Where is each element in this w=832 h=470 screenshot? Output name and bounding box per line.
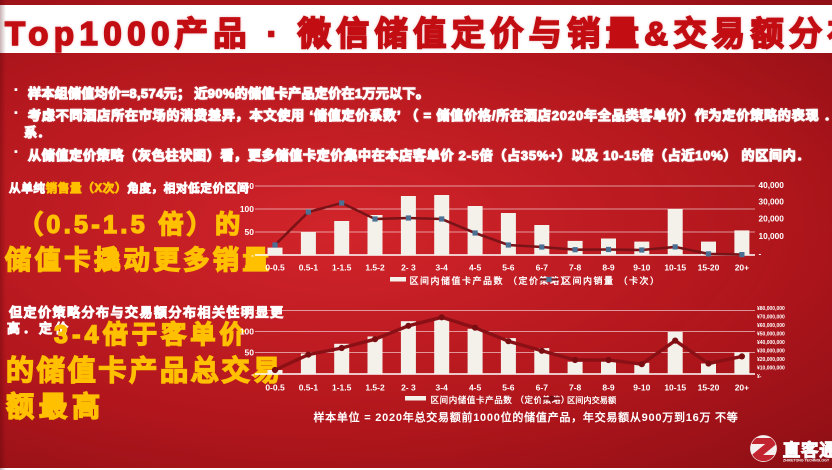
svg-text:ZHIKETONG TECHNOLOGY: ZHIKETONG TECHNOLOGY <box>783 459 830 463</box>
svg-text:10-15: 10-15 <box>664 383 686 393</box>
svg-text:2- 3: 2- 3 <box>401 383 416 393</box>
svg-text:50: 50 <box>245 227 255 237</box>
svg-text:¥20,000,000: ¥20,000,000 <box>757 357 785 363</box>
svg-text:3-4: 3-4 <box>436 263 449 273</box>
svg-text:¥40,000,000: ¥40,000,000 <box>757 340 785 346</box>
svg-text:1.5-2: 1.5-2 <box>365 263 385 273</box>
svg-text:7-8: 7-8 <box>569 383 582 393</box>
svg-text:5-6: 5-6 <box>502 383 515 393</box>
svg-text:150: 150 <box>240 181 254 191</box>
svg-text:样本单位 = 2020年总交易额前1000位的储值产品，年交: 样本单位 = 2020年总交易额前1000位的储值产品，年交易额从900万到16… <box>313 410 738 424</box>
svg-text:直客通: 直客通 <box>783 440 832 460</box>
svg-text:区间内交易额: 区间内交易额 <box>567 395 617 405</box>
svg-text:30,000: 30,000 <box>759 197 785 207</box>
svg-text:¥70,000,000: ¥70,000,000 <box>757 315 785 321</box>
svg-text:15-20: 15-20 <box>698 263 720 273</box>
svg-text:0.5-1: 0.5-1 <box>299 383 319 393</box>
svg-text:1.5-2: 1.5-2 <box>365 383 385 393</box>
svg-text:20+: 20+ <box>735 263 749 273</box>
svg-text:-: - <box>759 249 762 259</box>
svg-text:40,000: 40,000 <box>759 180 785 190</box>
svg-text:15-20: 15-20 <box>698 383 720 393</box>
svg-text:4-5: 4-5 <box>469 383 482 393</box>
svg-text:50: 50 <box>245 348 255 358</box>
svg-text:¥60,000,000: ¥60,000,000 <box>757 323 785 329</box>
svg-text:6-7: 6-7 <box>536 383 549 393</box>
svg-text:8-9: 8-9 <box>602 383 615 393</box>
svg-text:¥30,000,000: ¥30,000,000 <box>757 349 785 355</box>
svg-text:¥80,000,000: ¥80,000,000 <box>757 306 785 312</box>
svg-text:3-4: 3-4 <box>436 383 449 393</box>
svg-text:0.5-1: 0.5-1 <box>299 263 319 273</box>
svg-text:4-5: 4-5 <box>469 263 482 273</box>
svg-text:-: - <box>251 250 254 260</box>
svg-text:6-7: 6-7 <box>536 263 549 273</box>
svg-text:9-10: 9-10 <box>633 263 650 273</box>
svg-text:¥10,000,000: ¥10,000,000 <box>757 366 785 372</box>
svg-text:0-0.5: 0-0.5 <box>265 263 285 273</box>
svg-text:100: 100 <box>240 327 254 337</box>
svg-text:1-1.5: 1-1.5 <box>332 263 352 273</box>
svg-text:9-10: 9-10 <box>633 383 650 393</box>
svg-text:¥50,000,000: ¥50,000,000 <box>757 332 785 338</box>
svg-text:2- 3: 2- 3 <box>401 263 416 273</box>
svg-text:10,000: 10,000 <box>759 231 785 241</box>
svg-text:7-8: 7-8 <box>569 263 582 273</box>
svg-text:5-6: 5-6 <box>502 263 515 273</box>
svg-text:20,000: 20,000 <box>759 214 785 224</box>
svg-text:10-15: 10-15 <box>664 263 686 273</box>
svg-text:150: 150 <box>240 306 254 316</box>
svg-text:20+: 20+ <box>735 383 749 393</box>
svg-text:8-9: 8-9 <box>602 263 615 273</box>
svg-text:0-0.5: 0-0.5 <box>265 383 285 393</box>
svg-text:区间内储值卡产品数 （定价策略）: 区间内储值卡产品数 （定价策略） <box>431 395 570 405</box>
svg-text:100: 100 <box>240 204 254 214</box>
svg-text:区间内销量 （卡次）: 区间内销量 （卡次） <box>562 275 661 286</box>
svg-text:区间内储值卡产品数 （定价策略）: 区间内储值卡产品数 （定价策略） <box>410 275 572 286</box>
svg-text:¥-: ¥- <box>757 374 762 380</box>
svg-text:1-1.5: 1-1.5 <box>332 383 352 393</box>
svg-text:-: - <box>251 369 254 379</box>
